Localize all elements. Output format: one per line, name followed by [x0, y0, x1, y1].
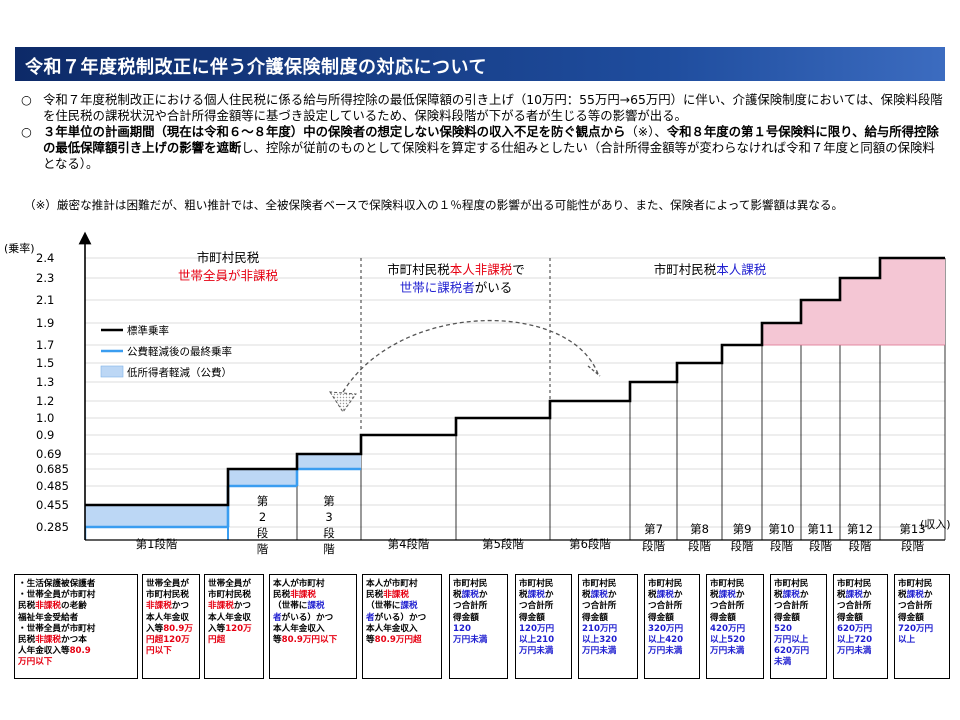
svg-text:2: 2: [259, 510, 266, 524]
stage-label: 第9 段階: [731, 522, 754, 553]
shift-down-arrow: [329, 319, 601, 413]
reduction-fill: [228, 469, 297, 486]
svg-text:第4段階: 第4段階: [388, 537, 430, 551]
svg-text:段階: 段階: [688, 539, 711, 553]
y-tick-label: 2.3: [36, 271, 54, 285]
svg-text:第: 第: [323, 494, 335, 508]
svg-text:段: 段: [323, 526, 335, 540]
desc-stage-12: 市町村民 税課税か つ合計所 得金額 620万円 以上720 万円未満: [833, 574, 888, 679]
svg-text:段階: 段階: [809, 539, 832, 553]
region3-label: 市町村民税本人課税: [654, 262, 767, 277]
stage-label: 第 2 段階: [257, 494, 269, 556]
desc-stage-4: 本人が市町村 民税非課税 （世帯に課税 者がいる）かつ 本人年金収入 等80.9…: [269, 574, 357, 679]
y-tick-label: 0.455: [36, 498, 69, 512]
region1-label-red: 世帯全員が非課税: [178, 268, 279, 283]
y-tick-label: 0.9: [36, 428, 54, 442]
desc-stage-8: 市町村民 税課税か つ合計所 得金額 210万円 以上320 万円未満: [578, 574, 638, 679]
svg-text:第: 第: [257, 494, 269, 508]
desc-stage-10: 市町村民 税課税か つ合計所 得金額 420万円 以上520 万円未満: [706, 574, 764, 679]
bullet-list: ○ 令和７年度税制改正における個人住民税に係る給与所得控除の最低保障額の引き上げ（…: [15, 92, 945, 172]
x-axis-label: (収入): [920, 518, 951, 531]
y-tick-label: 0.69: [36, 447, 62, 461]
y-tick-label: 1.5: [36, 356, 54, 370]
y-tick-label: 2.1: [36, 293, 54, 307]
svg-text:第13: 第13: [899, 522, 925, 536]
y-tick-label: 0.685: [36, 462, 69, 476]
stage-label: 第1段階: [136, 537, 178, 551]
desc-stage-6: 市町村民 税課税か つ合計所 得金額 120 万円未満: [449, 574, 508, 679]
page-title: 令和７年度税制改正に伴う介護保険制度の対応について: [25, 57, 487, 78]
high-rate-fill: [840, 278, 880, 345]
svg-text:段: 段: [257, 526, 269, 540]
reduction-fill: [85, 505, 228, 527]
circle-marker-icon: ○: [21, 124, 32, 139]
desc-stage-1: ・生活保護被保護者 ・世帯全員が市町村 民税非課税の老齢 福祉年金受給者 ・世帯…: [14, 574, 138, 679]
stage-label: 第4段階: [388, 537, 430, 551]
svg-text:第6段階: 第6段階: [569, 537, 611, 551]
region2-label-2: 世帯に課税者がいる: [400, 280, 513, 295]
svg-text:第1段階: 第1段階: [136, 537, 178, 551]
legend-reduction-label: 低所得者軽減（公費）: [127, 366, 232, 379]
y-axis-label: (乗率): [4, 241, 35, 255]
svg-text:第11: 第11: [807, 522, 833, 536]
legend-standard-label: 標準乗率: [127, 324, 169, 337]
y-tick-label: 1.7: [36, 338, 54, 352]
stage-label: 第12 段階: [847, 522, 873, 553]
legend: 標準乗率 公費軽減後の最終乗率 低所得者軽減（公費）: [100, 324, 232, 379]
svg-text:第9: 第9: [733, 522, 752, 536]
y-tick-label: 1.2: [36, 394, 54, 408]
y-tick-label: 0.485: [36, 479, 69, 493]
svg-text:第5段階: 第5段階: [482, 537, 524, 551]
svg-text:階: 階: [323, 542, 335, 556]
svg-text:第10: 第10: [768, 522, 794, 536]
stage-label: 第8 段階: [688, 522, 711, 553]
standard-rate-step-line: [85, 256, 945, 507]
desc-stage-2: 世帯全員が 市町村民税 非課税かつ 本人年金収 入等80.9万 円超120万 円…: [142, 574, 200, 679]
stage-label: 第11 段階: [807, 522, 833, 553]
y-tick-label: 1.0: [36, 411, 54, 425]
footnote: （※）厳密な推計は困難だが、粗い推計では、全被保険者ベースで保険料収入の１％程度…: [24, 198, 844, 212]
y-tick-label: 1.9: [36, 316, 54, 330]
svg-text:第12: 第12: [847, 522, 873, 536]
desc-stage-5: 本人が市町村 民税非課税 （世帯に課税 者がいる）かつ 本人年金収入 等80.9…: [362, 574, 442, 679]
stage-label: 第6段階: [569, 537, 611, 551]
stage-label: 第7 段階: [642, 522, 665, 553]
y-tick-label: 2.4: [36, 251, 54, 265]
svg-text:段階: 段階: [849, 539, 872, 553]
y-tick-label: 1.3: [36, 375, 54, 389]
title-bar: 令和７年度税制改正に伴う介護保険制度の対応について: [15, 47, 945, 81]
desc-stage-11: 市町村民 税課税か つ合計所 得金額 520 万円以上 620万円 未満: [770, 574, 827, 679]
circle-marker-icon: ○: [21, 92, 32, 107]
bullet-2: ○ ３年単位の計画期間（現在は令和６～８年度）中の保険者の想定しない保険料の収入不…: [21, 124, 939, 171]
svg-text:第8: 第8: [690, 522, 709, 536]
desc-stage-7: 市町村民 税課税か つ合計所 得金額 120万円 以上210 万円未満: [515, 574, 572, 679]
legend-reduction-swatch: [100, 365, 124, 378]
bullet-1: ○ 令和７年度税制改正における個人住民税に係る給与所得控除の最低保障額の引き上げ（…: [21, 92, 943, 123]
desc-stage-3: 世帯全員が 市町村民税 非課税かつ 本人年金収 入等120万 円超: [204, 574, 264, 679]
reduction-fill: [297, 454, 361, 469]
stage-label: 第 3 段階: [323, 494, 335, 556]
svg-text:段階: 段階: [901, 539, 924, 553]
high-rate-fill: [762, 323, 801, 345]
legend-final-label: 公費軽減後の最終乗率: [127, 345, 232, 358]
svg-text:段階: 段階: [731, 539, 754, 553]
high-rate-fill: [801, 300, 840, 345]
region2-label: 市町村民税本人非課税で: [387, 262, 525, 277]
high-rate-fill: [880, 258, 945, 345]
svg-text:階: 階: [257, 542, 269, 556]
y-tick-label: 0.285: [36, 520, 69, 534]
svg-text:3: 3: [325, 510, 332, 524]
svg-text:段階: 段階: [642, 539, 665, 553]
desc-stage-13: 市町村民 税課税か つ合計所 得金額 720万円 以上: [894, 574, 950, 679]
stage-label: 第10 段階: [768, 522, 794, 553]
desc-stage-9: 市町村民 税課税か つ合計所 得金額 320万円 以上420 万円未満: [644, 574, 700, 679]
region1-label: 市町村民税: [197, 250, 260, 265]
stage-label: 第13 段階: [899, 522, 925, 553]
svg-text:第7: 第7: [644, 522, 663, 536]
stage-label: 第5段階: [482, 537, 524, 551]
svg-text:段階: 段階: [770, 539, 793, 553]
